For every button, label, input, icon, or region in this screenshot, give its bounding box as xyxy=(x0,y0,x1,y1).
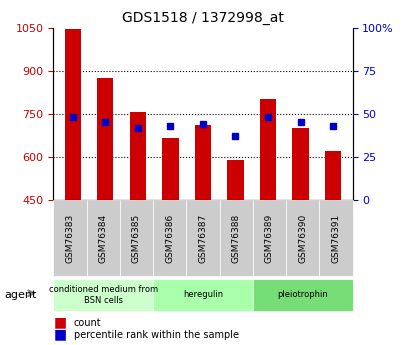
Text: agent: agent xyxy=(4,290,36,300)
Text: GSM76391: GSM76391 xyxy=(330,214,339,263)
Bar xyxy=(292,128,308,200)
Text: GSM76386: GSM76386 xyxy=(165,214,174,263)
Text: conditioned medium from
BSN cells: conditioned medium from BSN cells xyxy=(49,285,157,305)
Text: heregulin: heregulin xyxy=(182,290,222,299)
Text: GSM76388: GSM76388 xyxy=(231,214,240,263)
Bar xyxy=(129,112,146,200)
Text: ■: ■ xyxy=(53,328,66,342)
Text: GSM76385: GSM76385 xyxy=(132,214,141,263)
Bar xyxy=(97,78,113,200)
Bar xyxy=(227,160,243,200)
Text: ■: ■ xyxy=(53,316,66,329)
Text: GSM76383: GSM76383 xyxy=(65,214,74,263)
Bar xyxy=(65,29,81,200)
Text: pleiotrophin: pleiotrophin xyxy=(276,290,327,299)
Text: GSM76384: GSM76384 xyxy=(99,214,108,263)
Bar xyxy=(259,99,276,200)
Bar xyxy=(162,138,178,200)
Bar xyxy=(194,125,211,200)
Text: GSM76389: GSM76389 xyxy=(264,214,273,263)
Text: count: count xyxy=(74,318,101,327)
Text: GSM76387: GSM76387 xyxy=(198,214,207,263)
Bar xyxy=(324,151,340,200)
Title: GDS1518 / 1372998_at: GDS1518 / 1372998_at xyxy=(122,11,283,25)
Text: percentile rank within the sample: percentile rank within the sample xyxy=(74,330,238,339)
Text: GSM76390: GSM76390 xyxy=(297,214,306,263)
